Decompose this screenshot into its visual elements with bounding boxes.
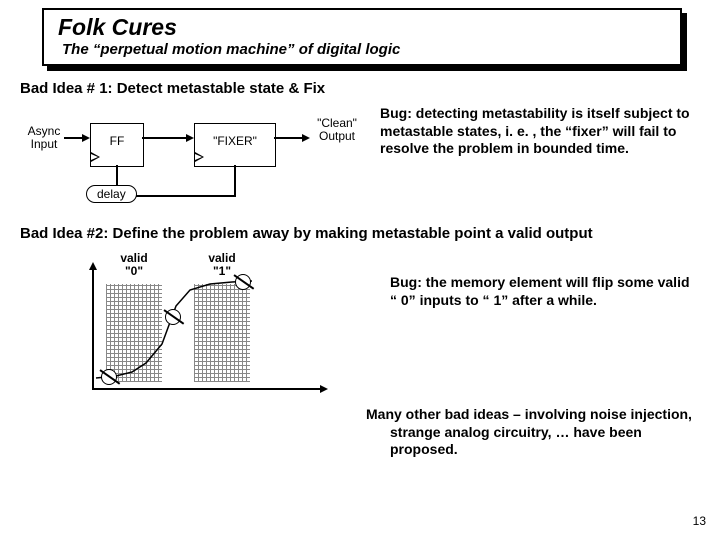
bad-idea-2-heading: Bad Idea #2: Define the problem away by … [20, 225, 700, 242]
wire-ff-fixer [142, 137, 192, 139]
bad-idea-2-diagram: valid"0" valid"1" [46, 250, 376, 400]
bad-idea-2-row: valid"0" valid"1" Bug: the memory elemen… [20, 250, 700, 400]
page-subtitle: The “perpetual motion machine” of digita… [58, 41, 666, 58]
transfer-curve [46, 250, 376, 400]
arrow-ff-fixer [186, 134, 194, 142]
arrow-input [82, 134, 90, 142]
closing-text: Many other bad ideas – involving noise i… [20, 406, 700, 459]
page-title: Folk Cures [58, 14, 666, 41]
bug-2-text: Bug: the memory element will flip some v… [390, 250, 700, 309]
clock-triangle-icon [91, 152, 100, 162]
wire-fixer-down [234, 165, 236, 195]
bug-1-text: Bug: detecting metastability is itself s… [380, 105, 700, 158]
ff-box: FF [90, 123, 144, 167]
page-number: 13 [693, 514, 706, 528]
delay-box: delay [86, 185, 137, 203]
fixer-box: "FIXER" [194, 123, 276, 167]
ff-label: FF [110, 134, 125, 148]
bad-idea-1-row: AsyncInput FF "FIXER" "Clean"Output dela… [20, 105, 700, 215]
bad-idea-1-diagram: AsyncInput FF "FIXER" "Clean"Output dela… [20, 105, 370, 215]
arrow-output [302, 134, 310, 142]
clock-triangle-icon [195, 152, 204, 162]
delay-label: delay [97, 187, 126, 201]
fixer-label: "FIXER" [213, 134, 257, 148]
label-clean-output: "Clean"Output [312, 117, 362, 143]
bad-idea-1-heading: Bad Idea # 1: Detect metastable state & … [20, 80, 700, 97]
title-box: Folk Cures The “perpetual motion machine… [42, 8, 682, 66]
label-async-input: AsyncInput [22, 125, 66, 151]
